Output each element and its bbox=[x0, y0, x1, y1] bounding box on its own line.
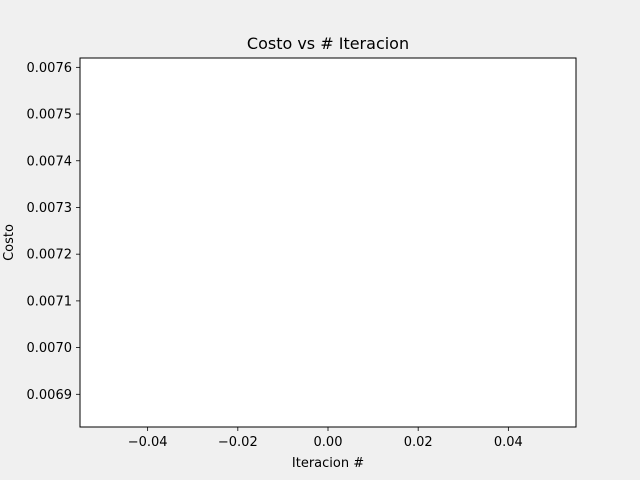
y-tick-label: 0.0071 bbox=[27, 294, 73, 309]
x-tick-label: 0.00 bbox=[314, 435, 343, 450]
y-axis-ticks: 0.0069 0.0070 0.0071 0.0072 0.0073 0.0074 0.00… bbox=[27, 61, 80, 403]
x-tick-label: −0.02 bbox=[218, 435, 258, 450]
y-tick-label: 0.0072 bbox=[27, 248, 73, 263]
y-tick-label: 0.0075 bbox=[27, 108, 73, 123]
x-tick-label: 0.04 bbox=[494, 435, 523, 450]
y-axis-label: Costo bbox=[2, 224, 17, 261]
y-tick-label: 0.0074 bbox=[27, 154, 73, 169]
chart-title: Costo vs # Iteracion bbox=[247, 34, 409, 53]
x-axis-ticks: −0.04 −0.02 0.00 0.02 0.04 bbox=[128, 427, 523, 450]
y-tick-label: 0.0073 bbox=[27, 201, 73, 216]
x-tick-label: −0.04 bbox=[128, 435, 168, 450]
y-tick-label: 0.0069 bbox=[27, 388, 73, 403]
y-tick-label: 0.0076 bbox=[27, 61, 73, 76]
y-tick-label: 0.0070 bbox=[27, 341, 73, 356]
plot-area bbox=[79, 57, 577, 428]
x-axis-label: Iteracion # bbox=[292, 456, 364, 471]
x-tick-label: 0.02 bbox=[404, 435, 433, 450]
